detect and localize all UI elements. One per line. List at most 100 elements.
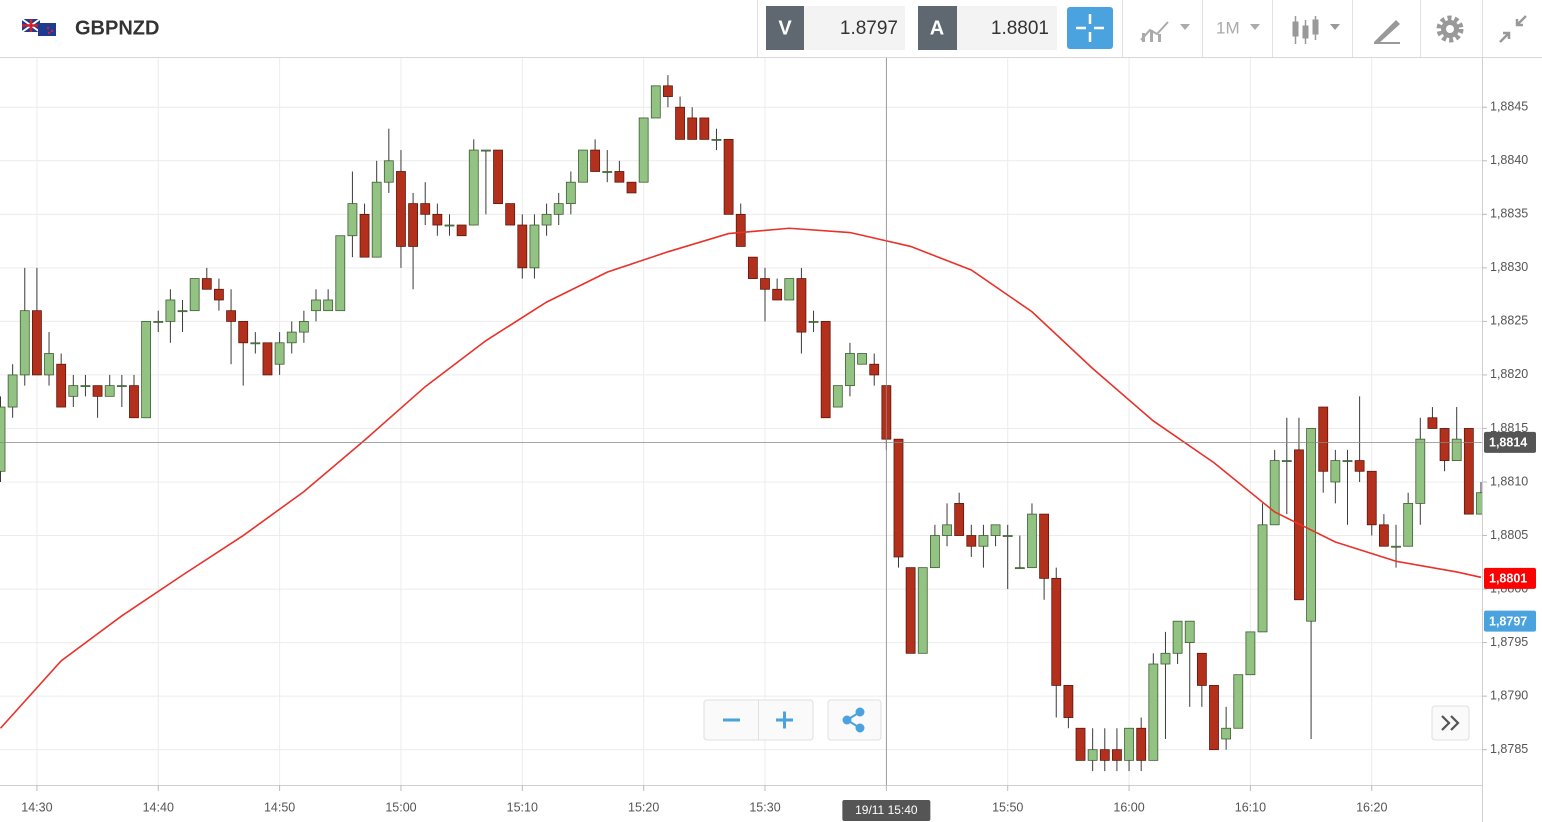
candle-body xyxy=(529,224,540,269)
candle-body xyxy=(893,438,904,558)
candle-body xyxy=(1403,503,1414,547)
share-button[interactable] xyxy=(827,699,882,741)
collapse-button[interactable] xyxy=(1499,15,1527,43)
candle-body xyxy=(505,203,516,226)
candle-body xyxy=(1099,749,1110,761)
candle-body xyxy=(56,363,67,408)
candle-body xyxy=(747,256,758,279)
candle-body xyxy=(468,149,479,226)
candle-body xyxy=(687,117,698,140)
timeframe-caret xyxy=(1250,24,1260,30)
x-tick-label: 14:30 xyxy=(21,800,52,814)
settings-button[interactable] xyxy=(1436,15,1464,43)
candle-style-button[interactable] xyxy=(1292,16,1340,44)
x-tick-label: 16:20 xyxy=(1356,800,1387,814)
candle-body xyxy=(420,203,431,215)
candle-body xyxy=(1245,631,1256,676)
candle-body xyxy=(1209,685,1219,751)
timeframe[interactable]: 1M xyxy=(1216,18,1240,37)
x-tick-label: 15:10 xyxy=(507,800,538,814)
candle-body xyxy=(650,85,661,119)
x-tick-label: 16:00 xyxy=(1113,800,1144,814)
y-tick-label: 1,8845 xyxy=(1490,100,1528,114)
candle-body xyxy=(735,213,746,247)
candle-body xyxy=(1281,460,1292,462)
candle-body xyxy=(214,288,224,301)
candle-body xyxy=(80,385,91,388)
candle-body xyxy=(359,213,370,258)
y-tick-label: 1,8810 xyxy=(1490,474,1528,488)
candle-body xyxy=(1269,460,1280,526)
candle-body xyxy=(456,224,467,237)
candle-body xyxy=(493,149,503,205)
candle-body xyxy=(614,171,625,183)
candle-body xyxy=(1366,470,1377,526)
overlay: 19/11 15:40 1,8814 1,8801 1,8797 xyxy=(0,58,1536,821)
y-tick-label: 1,8820 xyxy=(1490,367,1528,381)
zoom-in-button[interactable] xyxy=(776,711,793,729)
candle-body xyxy=(699,117,710,140)
candle-body xyxy=(832,385,843,408)
y-tick-label: 1,8840 xyxy=(1490,153,1528,167)
candle-body xyxy=(626,181,637,194)
candle-body xyxy=(565,181,576,205)
bid-button[interactable] xyxy=(766,6,804,50)
candle-body xyxy=(1160,652,1171,665)
candle-body xyxy=(1391,545,1401,548)
candle-body xyxy=(1354,460,1365,472)
candle-body xyxy=(396,171,406,247)
x-tick-label: 15:50 xyxy=(992,800,1023,814)
candle-body xyxy=(1063,685,1074,718)
candle-body xyxy=(335,235,346,312)
moving-average-line xyxy=(0,227,1482,729)
candle-body xyxy=(1039,513,1050,579)
flag-icon xyxy=(21,18,56,36)
candle-body xyxy=(663,85,673,97)
crosshair-button[interactable] xyxy=(1067,7,1113,49)
ask-price-badge xyxy=(1484,567,1536,589)
ask-price[interactable]: 1.8801 xyxy=(991,18,1049,39)
candle-body xyxy=(929,535,940,569)
candle-body xyxy=(578,149,588,183)
candle-body xyxy=(675,106,685,140)
candle-body xyxy=(1087,749,1098,761)
candle-body xyxy=(1014,567,1025,570)
chart-type-button[interactable] xyxy=(1140,21,1190,42)
bid-label[interactable]: V xyxy=(778,17,792,39)
candle-body xyxy=(1221,727,1232,740)
candle-body xyxy=(1051,577,1062,686)
draw-tool-button[interactable] xyxy=(1374,20,1400,44)
candle-body xyxy=(784,278,795,301)
y-tick-label: 1,8835 xyxy=(1490,207,1528,221)
candle-body xyxy=(808,320,819,323)
x-tick-label: 15:20 xyxy=(628,800,659,814)
candle-body xyxy=(845,353,855,387)
crosshair-y-label: 1,8814 xyxy=(1489,436,1527,450)
y-tick-label: 1,8830 xyxy=(1490,260,1528,274)
candle-body xyxy=(796,278,807,333)
ask-box[interactable] xyxy=(957,6,1057,50)
candle-body xyxy=(298,320,309,333)
candle-body xyxy=(7,374,18,408)
candle-body xyxy=(1136,727,1147,761)
bid-price[interactable]: 1.8797 xyxy=(840,18,898,39)
y-tick-label: 1,8825 xyxy=(1490,314,1528,328)
candle-body xyxy=(201,278,212,290)
axes: 1,87851,87901,87951,88001,88051,88101,88… xyxy=(21,100,1528,815)
candle-body xyxy=(1451,438,1462,461)
y-tick-label: 1,8785 xyxy=(1490,742,1528,756)
candle-body xyxy=(44,353,54,376)
bid-box[interactable] xyxy=(804,6,905,50)
candle-body xyxy=(250,342,261,345)
ask-button[interactable] xyxy=(918,6,957,50)
candle-body xyxy=(286,331,297,344)
candle-body xyxy=(444,224,455,227)
candle-body xyxy=(917,567,928,654)
candle-body xyxy=(347,203,358,237)
candle-body xyxy=(1415,438,1426,504)
candle-body xyxy=(541,213,552,226)
bid-price-badge xyxy=(1484,610,1536,632)
candle-body xyxy=(274,342,285,365)
y-tick-label: 1,8795 xyxy=(1490,635,1528,649)
ask-label[interactable]: A xyxy=(930,17,944,39)
